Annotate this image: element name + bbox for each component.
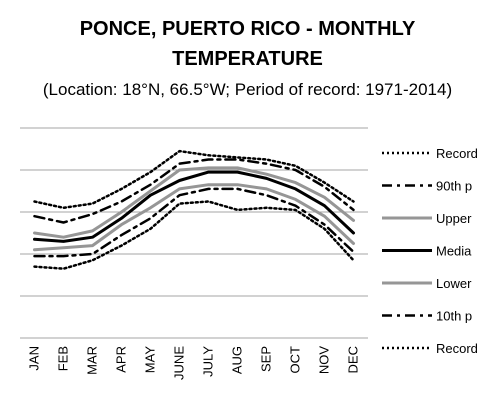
x-tick-label: AUG <box>230 346 245 374</box>
x-tick-label: NOV <box>317 346 332 375</box>
x-axis-ticks: JAN FEB MAR APR MAY JUNE JULY AUG SEP OCT NOV DEC <box>27 346 361 380</box>
series-line-2 <box>33 166 355 239</box>
series-line-0 <box>33 149 355 210</box>
legend-label: Media <box>436 244 472 259</box>
legend-label: Record <box>436 146 478 161</box>
series-line-1 <box>33 158 355 224</box>
chart-subtitle: (Location: 18°N, 66.5°W; Period of recor… <box>42 80 453 99</box>
chart-title-line-1: PONCE, PUERTO RICO - MONTHLY <box>79 18 416 40</box>
series-line-5 <box>33 187 355 258</box>
x-tick-label: SEP <box>259 346 274 372</box>
x-tick-label: OCT <box>288 346 303 374</box>
series-line-4 <box>33 183 355 252</box>
legend: Record 90th p Upper Media Lower 10th p Record <box>382 146 478 356</box>
legend-label: Upper <box>436 211 472 226</box>
x-tick-label: DEC <box>346 346 361 373</box>
series-line-3 <box>33 170 355 243</box>
legend-label: 90th p <box>436 179 472 194</box>
series-lines <box>33 149 355 270</box>
x-tick-label: JUNE <box>172 346 187 380</box>
legend-label: Lower <box>436 276 472 291</box>
legend-label: 10th p <box>436 309 472 324</box>
legend-label: Record <box>436 341 478 356</box>
x-tick-label: JAN <box>27 346 42 371</box>
x-tick-label: JULY <box>201 346 216 377</box>
x-tick-label: MAR <box>85 346 100 375</box>
x-tick-label: FEB <box>56 346 71 371</box>
x-tick-label: APR <box>114 346 129 373</box>
x-tick-label: MAY <box>143 346 158 374</box>
chart-title-line-2: TEMPERATURE <box>172 48 323 70</box>
gridlines <box>20 127 368 339</box>
series-line-6 <box>33 200 355 270</box>
